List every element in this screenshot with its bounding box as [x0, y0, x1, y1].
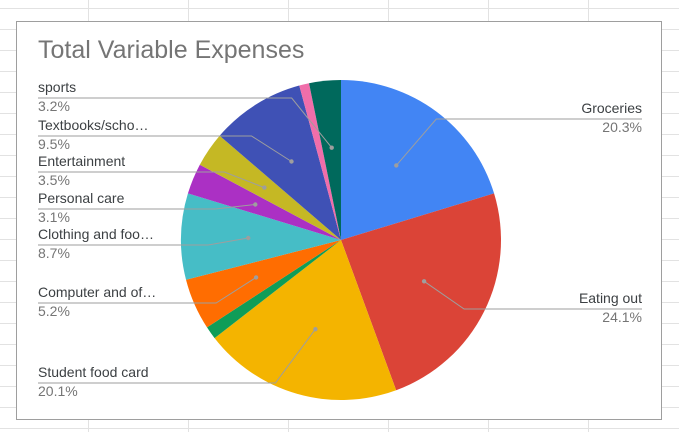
- pie-slice-sports[interactable]: [309, 79, 341, 240]
- pie-slices: [181, 79, 501, 401]
- pie-slice-unlabeled-3[interactable]: [207, 240, 341, 339]
- slice-label-student-food-card: Student food card: [38, 364, 149, 380]
- callout-line-eating-out: [423, 280, 642, 310]
- slice-label-clothing-and-foo: Clothing and foo…: [38, 226, 154, 242]
- slice-label-eating-out: Eating out: [579, 290, 642, 306]
- slice-percent-eating-out: 24.1%: [602, 309, 642, 325]
- slice-label-groceries: Groceries: [581, 100, 642, 116]
- slice-label-entertainment: Entertainment: [38, 153, 125, 169]
- callout-dot-clothing-and-foo: [246, 235, 251, 241]
- callout-dot-eating-out: [421, 279, 427, 284]
- callout-line-student-food-card: [38, 328, 316, 384]
- callout-dot-entertainment: [262, 185, 267, 190]
- pie-slice-computer-and-of[interactable]: [186, 240, 341, 328]
- callout-dot-groceries: [394, 163, 399, 168]
- callout-dot-personal-care: [253, 202, 258, 207]
- pie-slice-unlabeled-9[interactable]: [299, 83, 341, 240]
- slice-percent-sports: 3.2%: [38, 98, 70, 114]
- callout-line-groceries: [395, 118, 642, 166]
- slice-label-sports: sports: [38, 79, 76, 95]
- slice-percent-entertainment: 3.5%: [38, 172, 70, 188]
- pie-callouts: sports 3.2% Textbooks/scho… 9.5%Entertainme…: [38, 79, 642, 399]
- slice-percent-clothing-and-foo: 8.7%: [38, 245, 70, 261]
- slice-percent-personal-care: 3.1%: [38, 209, 70, 225]
- callout-line-sports: [38, 97, 333, 149]
- pie-slice-eating-out[interactable]: [341, 193, 501, 391]
- callout-line-computer-and-of: [38, 276, 257, 304]
- pie-slice-textbooks-scho[interactable]: [219, 85, 341, 240]
- callout-line-clothing-and-foo: [38, 237, 249, 246]
- slice-percent-groceries: 20.3%: [602, 119, 642, 135]
- chart-title: Total Variable Expenses: [38, 36, 305, 64]
- pie-slice-clothing-and-foo[interactable]: [181, 193, 341, 280]
- callout-dot-student-food-card: [313, 327, 318, 332]
- slice-percent-computer-and-of: 5.2%: [38, 303, 70, 319]
- slice-percent-student-food-card: 20.1%: [38, 383, 78, 399]
- callout-dot-textbooks-scho: [289, 159, 294, 164]
- callout-dot-computer-and-of: [253, 275, 259, 280]
- callout-line-textbooks-scho: [38, 135, 292, 162]
- callout-line-personal-care: [38, 204, 256, 210]
- pie-slice-entertainment[interactable]: [199, 135, 341, 240]
- pie-slice-personal-care[interactable]: [187, 164, 341, 240]
- callout-line-entertainment: [38, 171, 265, 189]
- pie-slice-student-food-card[interactable]: [214, 240, 397, 401]
- slice-label-computer-and-of: Computer and of…: [38, 284, 156, 300]
- slice-label-personal-care: Personal care: [38, 190, 125, 206]
- callout-dot-sports: [329, 145, 334, 150]
- slice-label-textbooks-scho: Textbooks/scho…: [38, 117, 149, 133]
- slice-percent-textbooks-scho: 9.5%: [38, 136, 70, 152]
- pie-slice-groceries[interactable]: [341, 80, 495, 240]
